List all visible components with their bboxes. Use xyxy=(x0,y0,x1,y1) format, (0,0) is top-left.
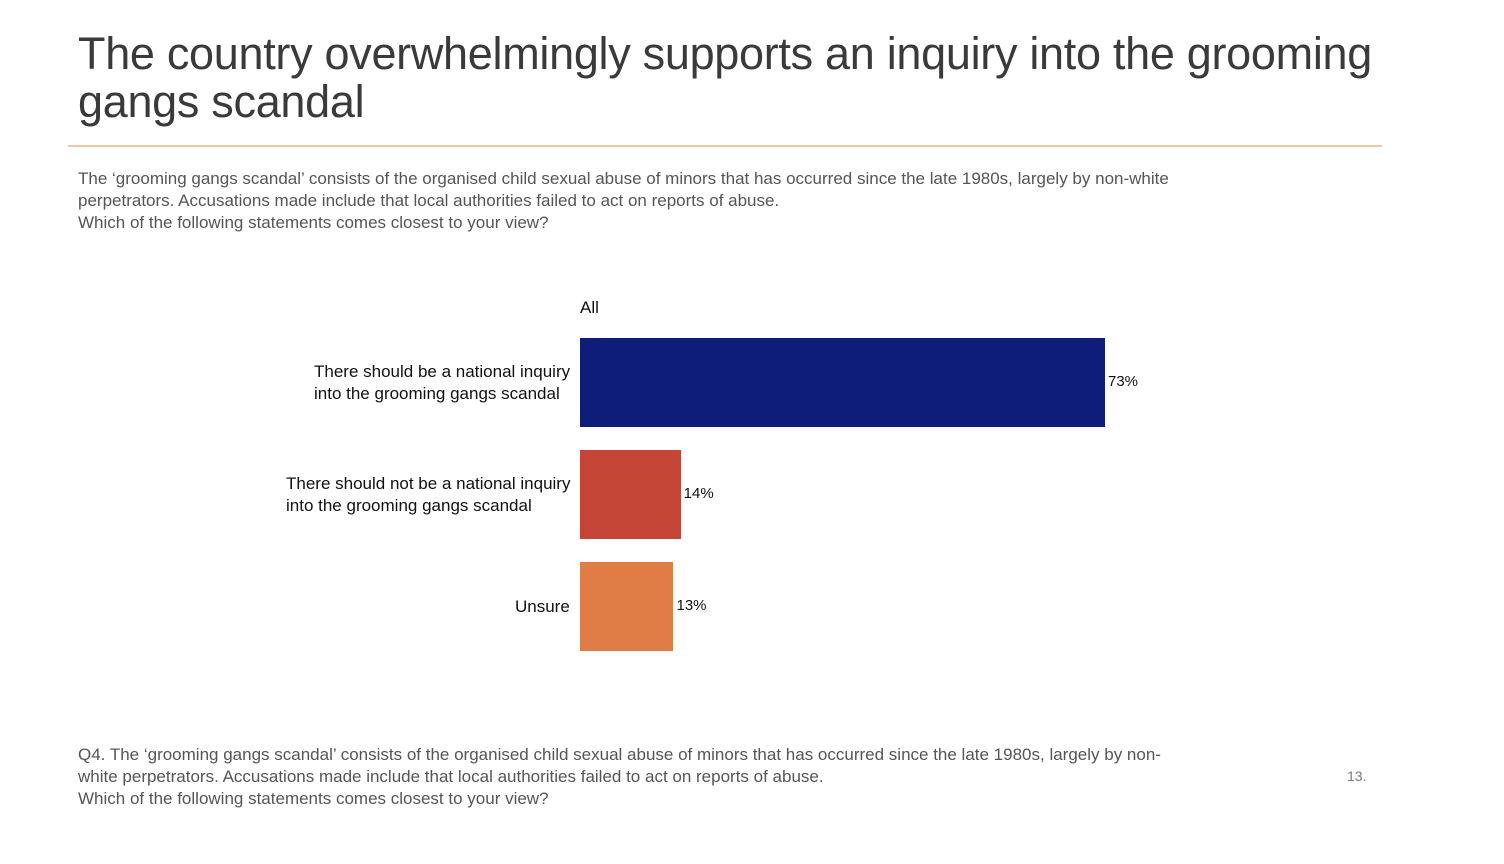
bar-value-label: 13% xyxy=(676,596,707,614)
category-label-line: There should be a national inquiry xyxy=(314,361,571,381)
intro-line: The ‘grooming gangs scandal’ consists of… xyxy=(78,169,1169,188)
bar-3 xyxy=(580,562,674,651)
intro-line: Which of the following statements comes … xyxy=(78,213,549,232)
bar-value-label: 73% xyxy=(1108,372,1139,390)
footnote-line: Q4. The ‘grooming gangs scandal’ consist… xyxy=(78,745,1161,764)
category-label-line: Unsure xyxy=(515,596,570,616)
page-number: 13. xyxy=(1347,768,1367,784)
category-label: There should not be a national inquiry in… xyxy=(286,473,570,517)
footnote-line: white perpetrators. Accusations made inc… xyxy=(78,767,824,786)
category-label: There should be a national inquiry into t… xyxy=(314,361,570,405)
intro-line: perpetrators. Accusations made include t… xyxy=(78,191,780,210)
category-label-line: There should not be a national inquiry xyxy=(286,473,571,493)
footnote-line: Which of the following statements comes … xyxy=(78,789,549,808)
bar-2 xyxy=(580,450,681,539)
slide-title: The country overwhelmingly supports an i… xyxy=(78,28,1372,127)
category-label-line: into the grooming gangs scandal xyxy=(286,495,532,515)
bar-value-label: 14% xyxy=(683,484,714,502)
category-label: Unsure xyxy=(515,596,570,618)
category-label-line: into the grooming gangs scandal xyxy=(314,383,560,403)
title-divider xyxy=(68,145,1382,147)
question-footnote: Q4. The ‘grooming gangs scandal’ consist… xyxy=(78,744,1318,810)
series-label: All xyxy=(580,298,599,317)
question-intro: The ‘grooming gangs scandal’ consists of… xyxy=(78,168,1298,234)
bar-1 xyxy=(580,338,1105,427)
